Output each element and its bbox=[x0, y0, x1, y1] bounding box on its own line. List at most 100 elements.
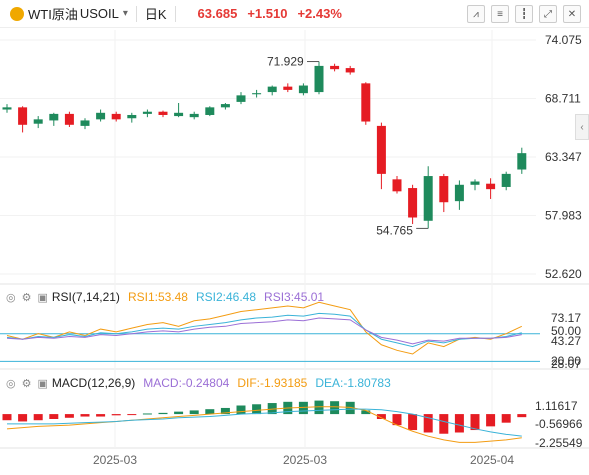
candle-type-icon[interactable]: ┇ bbox=[515, 5, 533, 23]
symbol-code[interactable]: USOIL bbox=[79, 6, 119, 21]
macd-histogram-bar bbox=[501, 414, 511, 423]
macd-histogram-bar bbox=[189, 410, 199, 415]
rsi-axis-tick: 20.00 bbox=[551, 354, 581, 368]
rsi-axis-tick: 43.27 bbox=[551, 334, 581, 348]
price-axis-tick: 57.983 bbox=[545, 209, 582, 223]
candle-body bbox=[361, 83, 371, 122]
dea-value: DEA:-1.80783 bbox=[315, 376, 391, 390]
settings-icon[interactable]: ⚙ bbox=[21, 377, 32, 390]
macd-histogram-bar bbox=[252, 404, 262, 415]
rsi2-line bbox=[6, 312, 522, 348]
candle-body bbox=[189, 113, 199, 118]
macd-header: ◎ ⚙ ▣ MACD(12,26,9) MACD:-0.24804 DIF:-1… bbox=[0, 374, 391, 392]
candle-body bbox=[33, 119, 43, 124]
macd-histogram-bar bbox=[298, 401, 308, 415]
candle-body bbox=[18, 107, 28, 125]
symbol-icon bbox=[10, 6, 24, 21]
macd-histogram-bar bbox=[127, 414, 137, 416]
candle-body bbox=[49, 113, 59, 121]
macd-histogram-bar bbox=[330, 401, 340, 415]
macd-histogram-bar bbox=[49, 414, 59, 419]
settings-icon[interactable]: ✕ bbox=[563, 5, 581, 23]
candle-body bbox=[330, 65, 340, 70]
macd-histogram-bar bbox=[142, 413, 152, 415]
settings-icon[interactable]: ⚙ bbox=[21, 291, 32, 304]
rsi-axis-tick: 73.17 bbox=[551, 311, 581, 325]
rsi3-line bbox=[6, 317, 522, 345]
eye-icon[interactable]: ◎ bbox=[6, 377, 16, 390]
macd-axis-tick: 1.11617 bbox=[535, 399, 578, 413]
rsi-header: ◎ ⚙ ▣ RSI(7,14,21) RSI1:53.48 RSI2:46.48… bbox=[0, 288, 324, 306]
divider bbox=[174, 5, 176, 22]
macd-histogram-bar bbox=[33, 414, 43, 421]
rsi-axis-tick: 28.07 bbox=[551, 357, 581, 371]
rsi-axis-tick: 50.00 bbox=[551, 324, 581, 338]
draw-icon[interactable]: ≡ bbox=[491, 5, 509, 23]
macd-histogram-bar bbox=[376, 414, 386, 419]
dea-line bbox=[7, 408, 522, 437]
divider bbox=[135, 5, 137, 22]
price-axis-tick: 68.711 bbox=[545, 92, 581, 106]
candle-body bbox=[252, 93, 262, 95]
x-axis-tick: 2025-03 bbox=[93, 453, 137, 467]
candle-body bbox=[423, 176, 433, 221]
macd-histogram-bar bbox=[111, 414, 121, 416]
candle-body bbox=[80, 120, 90, 126]
last-price: 63.685 bbox=[197, 6, 238, 21]
candle-body bbox=[267, 86, 277, 93]
fullscreen-icon[interactable]: ⤢ bbox=[539, 5, 557, 23]
candle-body bbox=[205, 107, 215, 115]
candle-body bbox=[392, 179, 402, 192]
price-axis-tick: 63.347 bbox=[545, 150, 582, 164]
rsi-title: RSI(7,14,21) bbox=[51, 290, 120, 304]
macd-histogram-bar bbox=[158, 412, 168, 415]
candle-body bbox=[408, 188, 418, 218]
candle-body bbox=[314, 65, 324, 93]
toolbar-actions: ⩘ ≡ ┇ ⤢ ✕ bbox=[467, 5, 581, 23]
macd-histogram-bar bbox=[267, 403, 277, 415]
low-price-label: 54.765 bbox=[376, 223, 413, 237]
macd-axis-tick: -0.56966 bbox=[535, 417, 583, 431]
macd-histogram-bar bbox=[64, 414, 74, 418]
macd-histogram-bar bbox=[205, 409, 215, 415]
chevron-left-icon[interactable]: ‹ bbox=[575, 114, 589, 140]
macd-histogram-bar bbox=[220, 407, 230, 415]
x-axis-tick: 2025-03 bbox=[283, 453, 327, 467]
checkbox-icon[interactable]: ▣ bbox=[37, 377, 48, 390]
rsi3-value: RSI3:45.01 bbox=[264, 290, 325, 304]
candle-body bbox=[376, 125, 386, 174]
price-change-pct: +2.43% bbox=[297, 6, 342, 21]
candle-body bbox=[345, 68, 355, 73]
candle-body bbox=[501, 173, 511, 187]
candle-body bbox=[64, 113, 74, 125]
candle-body bbox=[158, 111, 168, 115]
candle-body bbox=[283, 86, 293, 90]
candle-body bbox=[236, 95, 246, 102]
toolbar: WTI原油 USOIL ▾ 日K 63.685 +1.510 +2.43% ⩘ … bbox=[0, 0, 589, 28]
eye-icon[interactable]: ◎ bbox=[6, 291, 16, 304]
candle-body bbox=[127, 114, 137, 119]
candle-body bbox=[298, 85, 308, 94]
macd-title: MACD(12,26,9) bbox=[51, 376, 136, 390]
candle-body bbox=[111, 113, 121, 120]
checkbox-icon[interactable]: ▣ bbox=[37, 291, 48, 304]
macd-histogram-bar bbox=[314, 400, 324, 415]
macd-value: MACD:-0.24804 bbox=[143, 376, 230, 390]
macd-histogram-bar bbox=[18, 414, 28, 422]
indicator-icon[interactable]: ⩘ bbox=[467, 5, 485, 23]
chevron-down-icon[interactable]: ▾ bbox=[122, 8, 128, 19]
macd-histogram-bar bbox=[392, 414, 402, 426]
rsi1-line bbox=[6, 301, 523, 355]
candle-body bbox=[470, 181, 480, 185]
macd-histogram-bar bbox=[423, 414, 433, 433]
candle-body bbox=[454, 184, 464, 202]
symbol-name[interactable]: WTI原油 bbox=[28, 7, 78, 22]
candle-body bbox=[220, 104, 230, 108]
macd-histogram-bar bbox=[517, 414, 527, 418]
period-selector[interactable]: 日K bbox=[144, 7, 167, 22]
macd-histogram-bar bbox=[80, 414, 90, 417]
macd-axis-tick: -2.25549 bbox=[535, 436, 583, 450]
x-axis-tick: 2025-04 bbox=[470, 453, 514, 467]
macd-histogram-bar bbox=[2, 414, 12, 421]
